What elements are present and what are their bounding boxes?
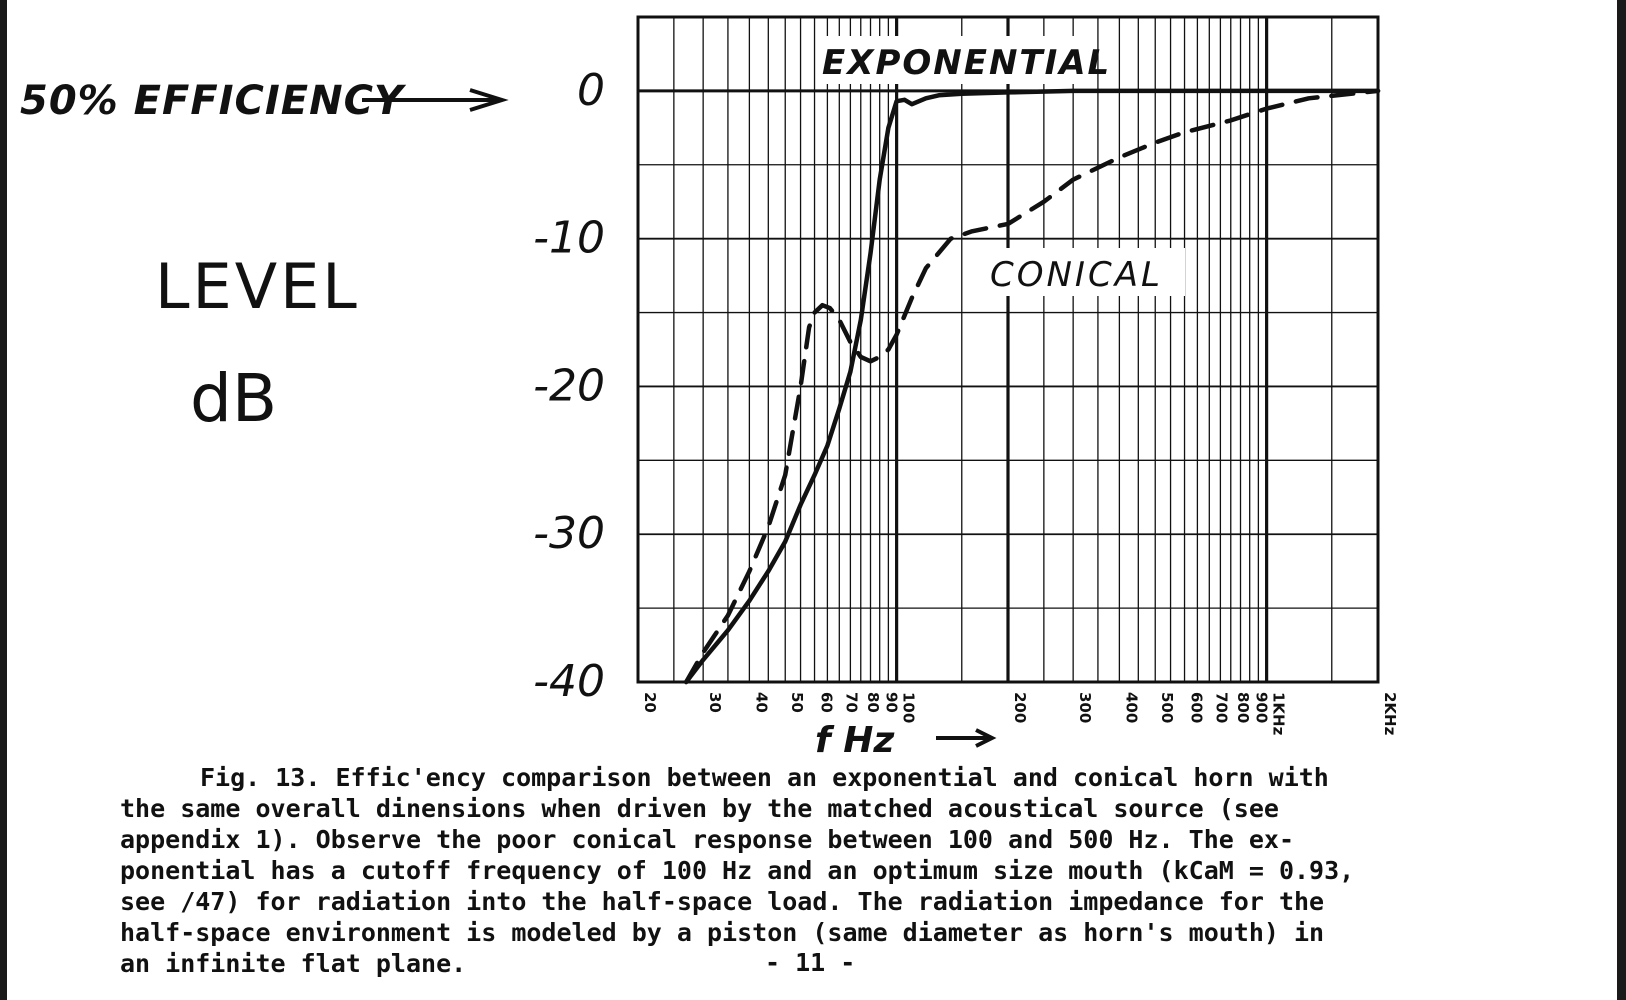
x-axis-title: f Hz — [815, 720, 895, 761]
right-frame-edge — [1617, 0, 1626, 1000]
x-tick-label: 400 — [1122, 692, 1140, 723]
x-tick-label: 700 — [1212, 692, 1230, 723]
page-number: - 11 - — [765, 948, 856, 977]
y-tick-label: -40 — [533, 656, 605, 707]
x-tick-label: 50 — [788, 692, 806, 713]
x-tick-label: 30 — [706, 692, 724, 713]
y-axis-unit: dB — [190, 360, 278, 437]
caption-line: ponential has a cutoff frequency of 100 … — [120, 856, 1355, 885]
series-line-exponential — [683, 88, 1381, 685]
x-tick-label: 800 — [1234, 692, 1252, 723]
y-tick-label: -30 — [533, 508, 605, 559]
annotation-background — [985, 248, 1185, 296]
efficiency-arrow-icon — [362, 88, 509, 112]
label-exponential: EXPONENTIAL — [822, 43, 1111, 83]
label-conical: CONICAL — [990, 255, 1163, 295]
caption-line: Fig. 13. Effic'ency comparison between a… — [200, 763, 1329, 792]
y-axis-title: LEVEL — [155, 250, 360, 323]
efficiency-annotation: 50% EFFICIENCY — [20, 78, 404, 124]
x-tick-label: 100 — [900, 692, 918, 723]
caption-line: an infinite flat plane. — [120, 949, 467, 978]
x-tick-label: 600 — [1188, 692, 1206, 723]
x-tick-label: 200 — [1011, 692, 1029, 723]
x-tick-label: 900 — [1253, 692, 1271, 723]
left-frame-edge — [0, 0, 7, 1000]
caption-line: half-space environment is modeled by a p… — [120, 918, 1325, 947]
figure-caption: Fig. 13. Effic'ency comparison between a… — [120, 762, 1420, 979]
caption-line: the same overall dinensions when driven … — [120, 794, 1279, 823]
x-tick-label: 1KHz — [1270, 692, 1288, 736]
y-tick-label: -10 — [533, 213, 605, 264]
x-tick-label: 300 — [1076, 692, 1094, 723]
annotation-background — [820, 36, 1095, 84]
x-tick-label: 80 — [864, 692, 882, 713]
x-axis-arrow-icon — [936, 728, 997, 748]
y-tick-label: -20 — [533, 360, 605, 411]
caption-line: appendix 1). Observe the poor conical re… — [120, 825, 1294, 854]
x-tick-label: 60 — [818, 692, 836, 713]
x-tick-label: 90 — [883, 692, 901, 713]
x-tick-label: 20 — [641, 692, 659, 713]
caption-line: see /47) for radiation into the half-spa… — [120, 887, 1325, 916]
y-tick-label: 0 — [577, 65, 605, 116]
x-tick-label: 40 — [752, 692, 770, 713]
x-tick-label: 70 — [842, 692, 860, 713]
x-tick-label: 2KHz — [1381, 692, 1399, 736]
x-tick-label: 500 — [1158, 692, 1176, 723]
